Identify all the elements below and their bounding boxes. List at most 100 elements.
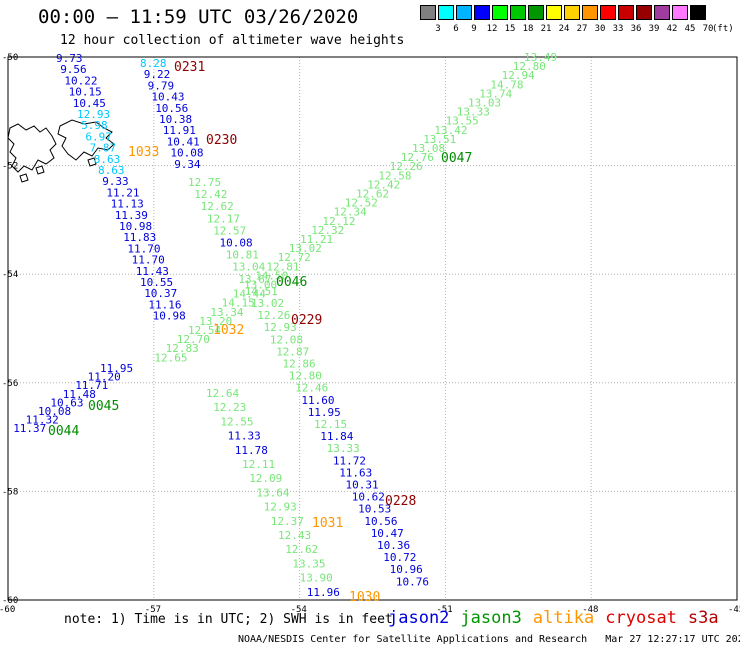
wave-height-value: 11.21 <box>300 233 333 246</box>
legend-label: 70 <box>702 24 714 34</box>
longitude-label: -48 <box>582 605 598 615</box>
legend-swatch <box>564 5 580 20</box>
legend-label: 39 <box>648 24 660 34</box>
wave-height-value: 13.00 <box>244 279 277 292</box>
wave-height-value: 9.33 <box>102 175 129 188</box>
wave-height-value: 11.84 <box>320 430 353 443</box>
wave-height-value: 14.44 <box>233 288 266 301</box>
wave-height-value: 12.70 <box>177 333 210 346</box>
wave-height-value: 10.98 <box>153 310 186 323</box>
legend-swatch <box>636 5 652 20</box>
wave-height-value: 11.72 <box>333 454 366 467</box>
wave-height-value: 12.87 <box>276 345 309 358</box>
legend-swatch <box>546 5 562 20</box>
footer-note: note: 1) Time is in UTC; 2) SWH is in fe… <box>64 612 393 627</box>
wave-height-value: 12.62 <box>201 200 234 213</box>
wave-height-value: 10.62 <box>352 491 385 504</box>
satellite-name: cryosat <box>605 608 677 628</box>
wave-height-value: 10.08 <box>220 237 253 250</box>
legend-swatch <box>510 5 526 20</box>
legend-label: 6 <box>453 24 459 34</box>
latitude-label: -56 <box>2 379 18 389</box>
pass-time-label: 0045 <box>88 399 119 414</box>
wave-height-value: 12.23 <box>213 401 246 414</box>
wave-height-value: 12.26 <box>257 309 290 322</box>
pass-time-label: 1032 <box>213 323 244 338</box>
longitude-labels: -60 -57 -54 -51 -48 -45 <box>0 605 740 615</box>
wave-height-value: 13.20 <box>199 315 232 328</box>
latitude-label: -60 <box>2 596 18 606</box>
wave-height-value: 12.94 <box>502 69 535 82</box>
pass-time-label: 0047 <box>441 151 472 166</box>
wave-height-value: 11.71 <box>75 379 108 392</box>
legend-label: 42 <box>666 24 678 34</box>
wave-height-value: 11.20 <box>88 371 121 384</box>
pass-time-label: 0230 <box>206 133 237 148</box>
legend-label: 24 <box>558 24 570 34</box>
legend-swatch <box>528 5 544 20</box>
wave-height-value: 13.33 <box>457 106 490 119</box>
longitude-label: -57 <box>145 605 161 615</box>
pass-time-label: 0231 <box>174 60 205 75</box>
wave-height-value: 10.53 <box>358 503 391 516</box>
coastline-segment <box>19 173 29 183</box>
coastline-segment <box>87 157 97 167</box>
wave-height-value: 12.76 <box>401 151 434 164</box>
wave-height-value: 12.42 <box>367 178 400 191</box>
legend-label: 27 <box>576 24 588 34</box>
wave-height-value: 12.15 <box>314 418 347 431</box>
wave-height-value: 12.52 <box>345 197 378 210</box>
wave-height-value: 12.46 <box>295 382 328 395</box>
wave-height-value: 12.42 <box>194 188 227 201</box>
wave-height-value: 11.37 <box>13 422 46 435</box>
wave-height-value: 11.32 <box>26 414 59 427</box>
wave-height-value: 10.56 <box>155 102 188 115</box>
wave-height-values: 9.739.5610.2210.1510.4512.935.986.977.87… <box>13 51 557 599</box>
wave-height-value: 7.87 <box>90 142 117 155</box>
wave-height-value: 11.78 <box>235 444 268 457</box>
wave-height-value: 10.72 <box>383 551 416 564</box>
pass-time-label: 0046 <box>276 275 307 290</box>
wave-height-value: 12.72 <box>278 251 311 264</box>
wave-height-value: 12.64 <box>206 387 239 400</box>
legend-label: 12 <box>486 24 498 34</box>
coastline-segment <box>7 123 57 173</box>
wave-height-value: 9.22 <box>144 68 171 81</box>
wave-height-value: 10.56 <box>364 515 397 528</box>
wave-height-value: 13.35 <box>292 557 325 570</box>
legend-label: 45 <box>684 24 696 34</box>
wave-height-value: 12.26 <box>390 160 423 173</box>
wave-height-value: 10.81 <box>226 249 259 262</box>
wave-height-value: 13.49 <box>524 51 557 64</box>
legend-label: 21 <box>540 24 552 34</box>
legend-swatch <box>474 5 490 20</box>
wave-height-value: 10.31 <box>346 479 379 492</box>
wave-height-value: 12.80 <box>289 370 322 383</box>
pass-time-label: 1033 <box>128 145 159 160</box>
wave-height-value: 12.81 <box>266 260 299 273</box>
wave-height-value: 14.51 <box>245 285 278 298</box>
legend-swatch <box>690 5 706 20</box>
wave-height-value: 10.15 <box>69 86 102 99</box>
wave-height-value: 10.38 <box>159 113 192 126</box>
wave-height-value: 11.48 <box>63 388 96 401</box>
wave-height-value: 10.08 <box>38 405 71 418</box>
wave-height-value: 11.83 <box>123 231 156 244</box>
wave-height-value: 13.02 <box>289 242 322 255</box>
wave-height-value: 10.08 <box>170 147 203 160</box>
wave-height-value: 12.54 <box>188 324 221 337</box>
wave-height-value: 13.08 <box>412 142 445 155</box>
legend-swatch <box>492 5 508 20</box>
legend-label: 3 <box>435 24 441 34</box>
wave-height-value: 6.97 <box>85 130 112 143</box>
satellite-name: jason2 <box>388 608 450 628</box>
wave-height-value: 12.58 <box>378 169 411 182</box>
latitude-label: -54 <box>2 270 18 280</box>
wave-height-value: 13.90 <box>300 572 333 585</box>
wave-height-value: 12.83 <box>166 342 199 355</box>
wave-height-value: 10.96 <box>390 563 423 576</box>
legend-swatch <box>654 5 670 20</box>
legend-label: 15 <box>504 24 516 34</box>
longitude-label: -60 <box>0 605 15 615</box>
